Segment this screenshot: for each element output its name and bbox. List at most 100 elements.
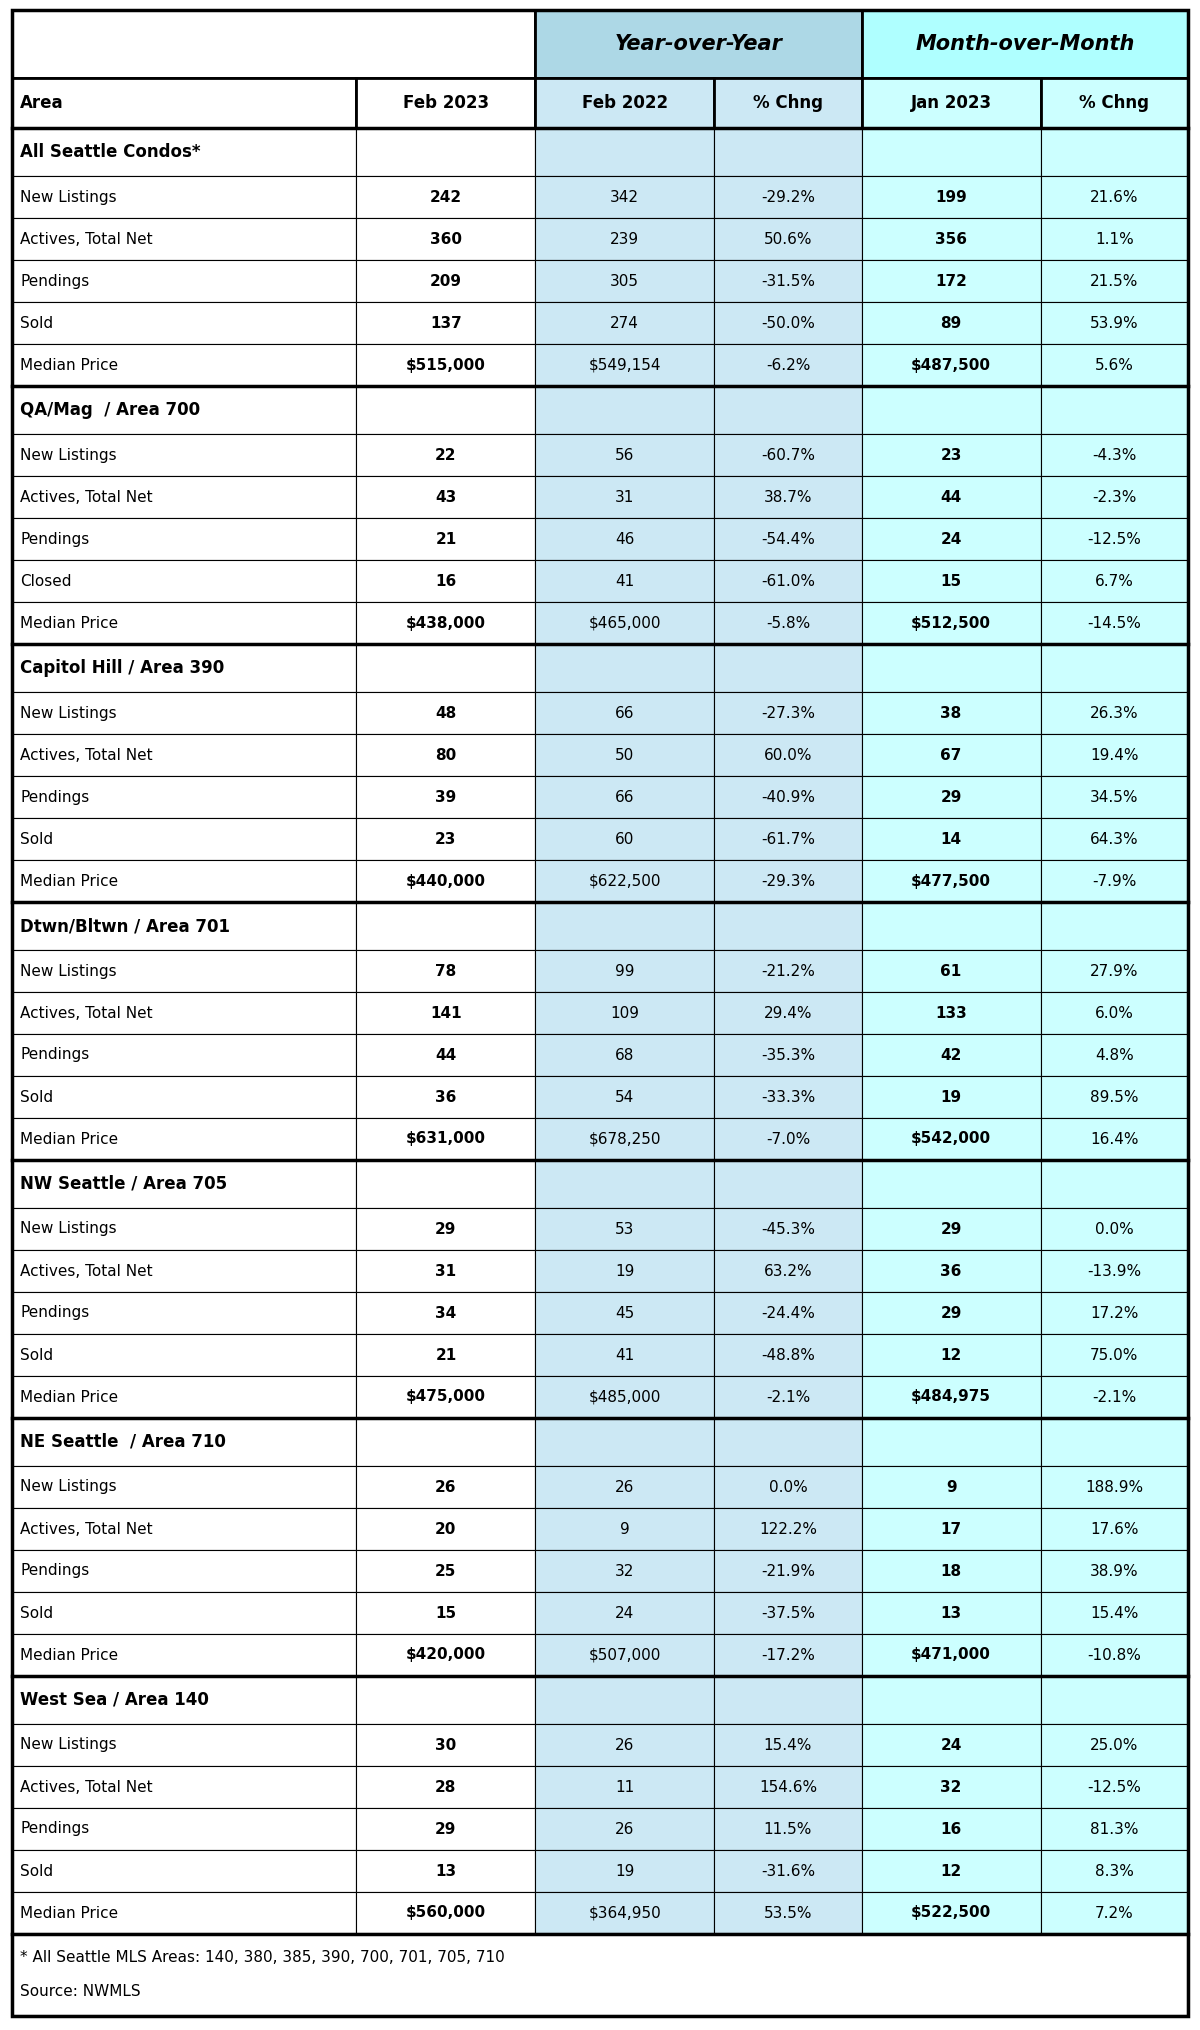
Text: 15.4%: 15.4% [763, 1738, 812, 1752]
Bar [862, 1119, 1040, 1159]
Text: 38.7%: 38.7% [763, 489, 812, 505]
Bar [356, 993, 535, 1033]
Text: 242: 242 [430, 189, 462, 205]
Text: 38.9%: 38.9% [1090, 1563, 1139, 1579]
Bar [1040, 1723, 1188, 1766]
Bar [1040, 1291, 1188, 1334]
Text: 19: 19 [616, 1263, 635, 1279]
Text: $484,975: $484,975 [911, 1389, 991, 1405]
Text: 66: 66 [616, 790, 635, 804]
Bar [356, 1466, 535, 1508]
Bar [714, 1291, 862, 1334]
Text: 13: 13 [941, 1606, 961, 1620]
Bar [862, 217, 1040, 260]
Text: 360: 360 [430, 231, 462, 246]
Bar [714, 1508, 862, 1551]
Text: Sold: Sold [20, 1090, 53, 1104]
Text: 16.4%: 16.4% [1090, 1131, 1139, 1147]
Text: Pendings: Pendings [20, 274, 89, 288]
Text: -54.4%: -54.4% [761, 532, 815, 546]
Bar [535, 128, 714, 177]
Text: 21: 21 [436, 532, 456, 546]
Text: $512,500: $512,500 [911, 615, 991, 631]
Text: 342: 342 [611, 189, 640, 205]
Text: Area: Area [20, 93, 64, 112]
Bar [862, 775, 1040, 818]
Bar [12, 692, 356, 735]
Bar [12, 603, 356, 644]
Text: 199: 199 [935, 189, 967, 205]
Text: 29: 29 [941, 790, 961, 804]
Bar [1040, 386, 1188, 434]
Bar [862, 1592, 1040, 1634]
Bar [535, 1033, 714, 1076]
Text: 24: 24 [616, 1606, 635, 1620]
Text: 14: 14 [941, 832, 961, 847]
Bar [1040, 644, 1188, 692]
Bar [862, 1849, 1040, 1892]
Bar [862, 128, 1040, 177]
Text: 6.0%: 6.0% [1094, 1005, 1134, 1021]
Text: 356: 356 [935, 231, 967, 246]
Text: -2.3%: -2.3% [1092, 489, 1136, 505]
Bar [862, 735, 1040, 775]
Bar [356, 1208, 535, 1250]
Text: $471,000: $471,000 [911, 1648, 991, 1663]
Text: $631,000: $631,000 [406, 1131, 486, 1147]
Text: 67: 67 [941, 747, 961, 763]
Bar [12, 475, 356, 518]
Bar [535, 1508, 714, 1551]
Bar [1040, 1508, 1188, 1551]
Text: 19: 19 [941, 1090, 961, 1104]
Bar [356, 735, 535, 775]
Bar [535, 735, 714, 775]
Bar [1040, 1033, 1188, 1076]
Bar [1040, 901, 1188, 950]
Bar [1040, 217, 1188, 260]
Text: 43: 43 [436, 489, 456, 505]
Bar [12, 1033, 356, 1076]
Text: Actives, Total Net: Actives, Total Net [20, 1263, 152, 1279]
Text: -12.5%: -12.5% [1087, 1780, 1141, 1795]
Text: -29.2%: -29.2% [761, 189, 815, 205]
Text: * All Seattle MLS Areas: 140, 380, 385, 390, 700, 701, 705, 710: * All Seattle MLS Areas: 140, 380, 385, … [20, 1951, 505, 1965]
Text: 99: 99 [616, 964, 635, 978]
Text: 26: 26 [616, 1821, 635, 1837]
Bar [356, 475, 535, 518]
Text: -61.0%: -61.0% [761, 574, 815, 589]
Bar [1040, 1551, 1188, 1592]
Text: 23: 23 [436, 832, 456, 847]
Bar [356, 1334, 535, 1376]
Bar [356, 1508, 535, 1551]
Bar [12, 1723, 356, 1766]
Bar [862, 1634, 1040, 1677]
Text: Pendings: Pendings [20, 790, 89, 804]
Bar [12, 1119, 356, 1159]
Bar [862, 861, 1040, 901]
Bar [535, 1766, 714, 1809]
Text: 42: 42 [941, 1047, 961, 1062]
Text: Pendings: Pendings [20, 532, 89, 546]
Text: -7.0%: -7.0% [766, 1131, 810, 1147]
Text: 274: 274 [611, 315, 640, 331]
Text: 15: 15 [941, 574, 961, 589]
Text: 133: 133 [935, 1005, 967, 1021]
Text: New Listings: New Listings [20, 964, 116, 978]
Text: 23: 23 [941, 447, 961, 463]
Text: Median Price: Median Price [20, 873, 118, 889]
Text: $477,500: $477,500 [911, 873, 991, 889]
Bar [714, 1419, 862, 1466]
Bar [535, 1723, 714, 1766]
Text: 0.0%: 0.0% [1094, 1222, 1134, 1236]
Bar [12, 818, 356, 861]
Bar [12, 735, 356, 775]
Text: Sold: Sold [20, 1864, 53, 1878]
Text: Jan 2023: Jan 2023 [911, 93, 991, 112]
Bar [535, 1250, 714, 1291]
Bar [1040, 1634, 1188, 1677]
Bar [12, 1935, 1188, 2016]
Text: $485,000: $485,000 [588, 1389, 661, 1405]
Text: 75.0%: 75.0% [1090, 1348, 1139, 1362]
Bar [12, 1634, 356, 1677]
Bar [862, 1419, 1040, 1466]
